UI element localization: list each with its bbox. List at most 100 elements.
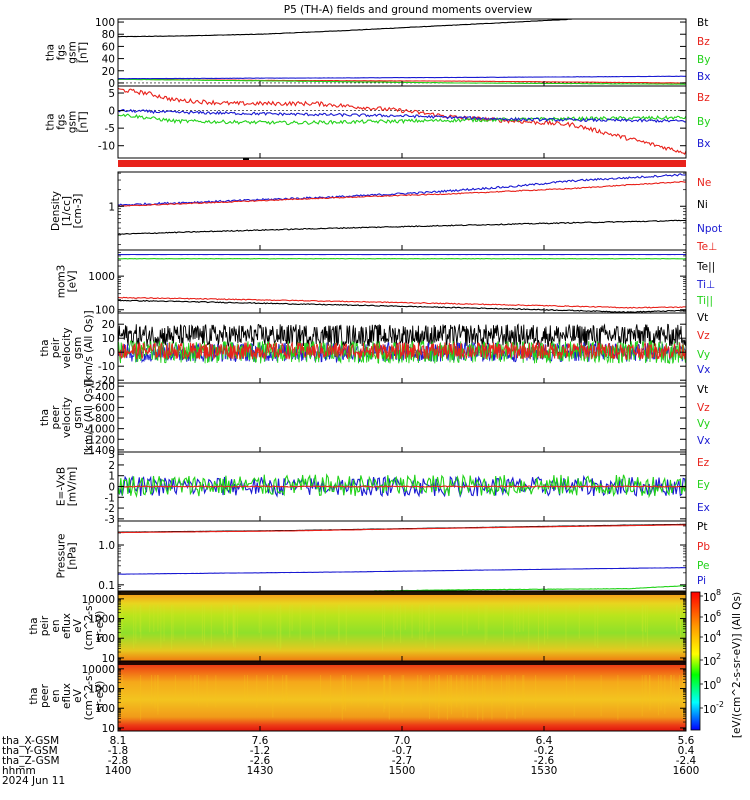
ytick-label: 0 xyxy=(108,482,115,494)
series-peir_velocity-Vt xyxy=(117,323,687,348)
ylabel-line: tha xyxy=(39,409,51,426)
xaxis-row-label: tha_X-GSM xyxy=(2,735,59,747)
series-fgs_gsm_zoom-By xyxy=(118,113,687,126)
series-density-Ne xyxy=(117,173,687,206)
spectrogram-top-band xyxy=(118,591,686,595)
legend-Ne: Ne xyxy=(697,177,711,189)
ytick-label: -1400 xyxy=(84,445,115,457)
xtick-label: -2.7 xyxy=(392,755,413,767)
legend-Ti||: Ti|| xyxy=(696,295,713,307)
panel-frame xyxy=(117,249,687,314)
legend-Vt: Vt xyxy=(697,384,708,396)
legend-Pt: Pt xyxy=(697,521,707,533)
ylabel-line: tha xyxy=(28,687,40,704)
legend-Vx: Vx xyxy=(697,364,710,376)
ylabel-line: [1/cc] xyxy=(61,196,73,226)
ytick-label: -400 xyxy=(91,392,115,404)
legend-Vx: Vx xyxy=(697,435,710,447)
series-fgs_gsm_zoom-Bz xyxy=(117,87,687,155)
xaxis-row-label: hhmm xyxy=(2,765,36,777)
ytick-label: 1 xyxy=(108,471,115,483)
ylabel-line: [nT] xyxy=(78,42,90,63)
ylabel-line: [nT] xyxy=(78,111,90,132)
ylabel-line: tha xyxy=(28,617,40,634)
ytick-label: 40 xyxy=(102,54,115,66)
ytick-label: -1200 xyxy=(84,434,115,446)
colorbar-tick-label: 10 xyxy=(703,592,716,604)
spectrogram-fill xyxy=(118,591,686,661)
colorbar-tick-exponent: 2 xyxy=(716,652,721,661)
ylabel-line: gsm xyxy=(67,41,79,63)
legend-Ey: Ey xyxy=(697,479,710,491)
ylabel-line: eflux xyxy=(61,613,73,639)
legend-Vy: Vy xyxy=(697,418,710,430)
legend-Bx: Bx xyxy=(697,71,710,83)
ytick-label: 1 xyxy=(108,201,115,213)
spectrogram-top-band xyxy=(118,661,686,665)
ytick-label: -5 xyxy=(105,123,115,135)
colorbar-tick-label: 10 xyxy=(703,656,716,668)
series-pressure-Pe xyxy=(117,567,687,575)
colorbar-tick-label: 10 xyxy=(703,633,716,645)
ylabel-line: gsm xyxy=(72,337,84,359)
legend-Te||: Te|| xyxy=(696,261,715,273)
colorbar-tick-label: 10 xyxy=(703,704,716,716)
legend-Bx: Bx xyxy=(697,138,710,150)
xtick-label: 0.4 xyxy=(678,745,695,757)
ylabel-line: Density xyxy=(50,191,62,231)
ylabel-line: en xyxy=(50,619,62,632)
ylabel-line: (cm^2-s- xyxy=(83,601,95,650)
legend-Pi: Pi xyxy=(697,575,706,587)
xtick-label: -1.2 xyxy=(250,745,271,757)
ytick-label: -3 xyxy=(105,514,115,526)
panel-frame xyxy=(117,382,687,453)
ytick-label: 1000 xyxy=(88,684,115,696)
ylabel-line: peer xyxy=(39,683,51,708)
ytick-label: 100 xyxy=(95,703,115,715)
colorbar-tick-exponent: 8 xyxy=(716,588,721,597)
ylabel-line: gsm xyxy=(72,406,84,428)
ytick-label: 1000 xyxy=(88,614,115,626)
legend-Ex: Ex xyxy=(697,502,710,514)
colorbar-tick-exponent: 4 xyxy=(716,629,721,638)
xtick-label: -2.6 xyxy=(534,755,555,767)
xtick-label: 6.4 xyxy=(536,735,553,747)
panel-frame xyxy=(117,18,687,87)
series-peir_velocity-Vz xyxy=(117,341,687,361)
series-fgs_gsm_full-Bt xyxy=(117,18,686,38)
legend-Ez: Ez xyxy=(697,457,710,469)
ylabel-line: eV xyxy=(72,688,84,702)
ytick-label: 20 xyxy=(102,319,115,331)
xaxis-row-label: tha_Z-GSM xyxy=(2,755,60,767)
ylabel-line: velocity xyxy=(61,327,73,368)
panel-frame xyxy=(117,171,687,251)
legend-Bz: Bz xyxy=(697,36,710,48)
ytick-label: 0.1 xyxy=(98,580,115,592)
legend-Vz: Vz xyxy=(697,402,710,414)
ylabel-line: gsm xyxy=(67,111,79,133)
ylabel-line: tha xyxy=(45,113,57,130)
ytick-label: 5 xyxy=(108,88,115,100)
legend-Bt: Bt xyxy=(697,17,708,29)
ylabel-line: [mV/m] xyxy=(67,467,79,506)
xtick-label: 1400 xyxy=(105,765,132,777)
series-fgs_gsm_zoom-Bx xyxy=(117,108,687,124)
flag-bar xyxy=(118,160,686,167)
colorbar-tick-label: 10 xyxy=(703,680,716,692)
legend-Ti⊥: Ti⊥ xyxy=(696,279,715,291)
colorbar-tick-exponent: -2 xyxy=(716,700,724,709)
xtick-label: -1.8 xyxy=(108,745,129,757)
ylabel-line: eflux xyxy=(61,683,73,709)
ytick-label: -1000 xyxy=(84,424,115,436)
xtick-label: -0.7 xyxy=(392,745,413,757)
ylabel-line: sr-eV) xyxy=(94,611,106,642)
ylabel-line: peir xyxy=(39,615,51,636)
ylabel-line: tha xyxy=(39,339,51,356)
xtick-label: -2.4 xyxy=(676,755,697,767)
series-peir_velocity-Vy xyxy=(117,339,687,365)
legend-Bz: Bz xyxy=(697,92,710,104)
legend-Te⊥: Te⊥ xyxy=(696,241,717,253)
flag-mark xyxy=(243,158,249,160)
